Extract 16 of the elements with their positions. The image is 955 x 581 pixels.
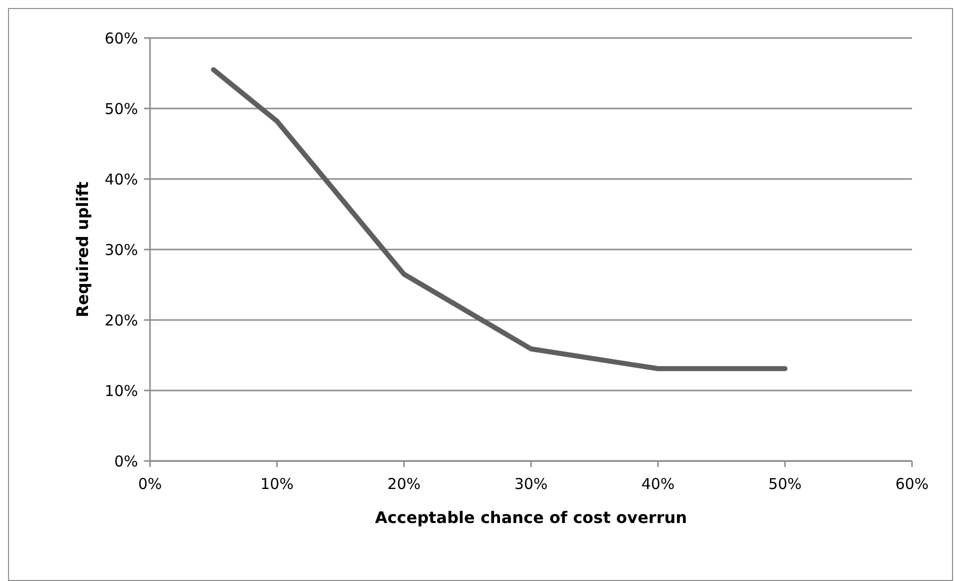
x-tick-label: 20% (387, 475, 421, 493)
x-tick-label: 0% (138, 475, 162, 493)
y-tick-label: 30% (104, 240, 138, 259)
y-axis-title: Required uplift (73, 181, 92, 318)
x-tick-label: 50% (768, 475, 802, 493)
x-axis-title: Acceptable chance of cost overrun (374, 508, 688, 527)
x-tick-label: 60% (895, 475, 929, 493)
y-tick-label: 40% (104, 170, 138, 188)
y-tick-label: 10% (104, 382, 138, 400)
x-tick-label: 40% (641, 475, 675, 493)
x-tick-label: 30% (514, 475, 548, 493)
x-tick-label: 10% (260, 475, 294, 493)
y-tick-label: 20% (104, 311, 138, 330)
y-tick-label: 0% (114, 452, 138, 470)
y-tick-label: 50% (104, 100, 138, 118)
y-tick-label: 60% (104, 29, 138, 48)
